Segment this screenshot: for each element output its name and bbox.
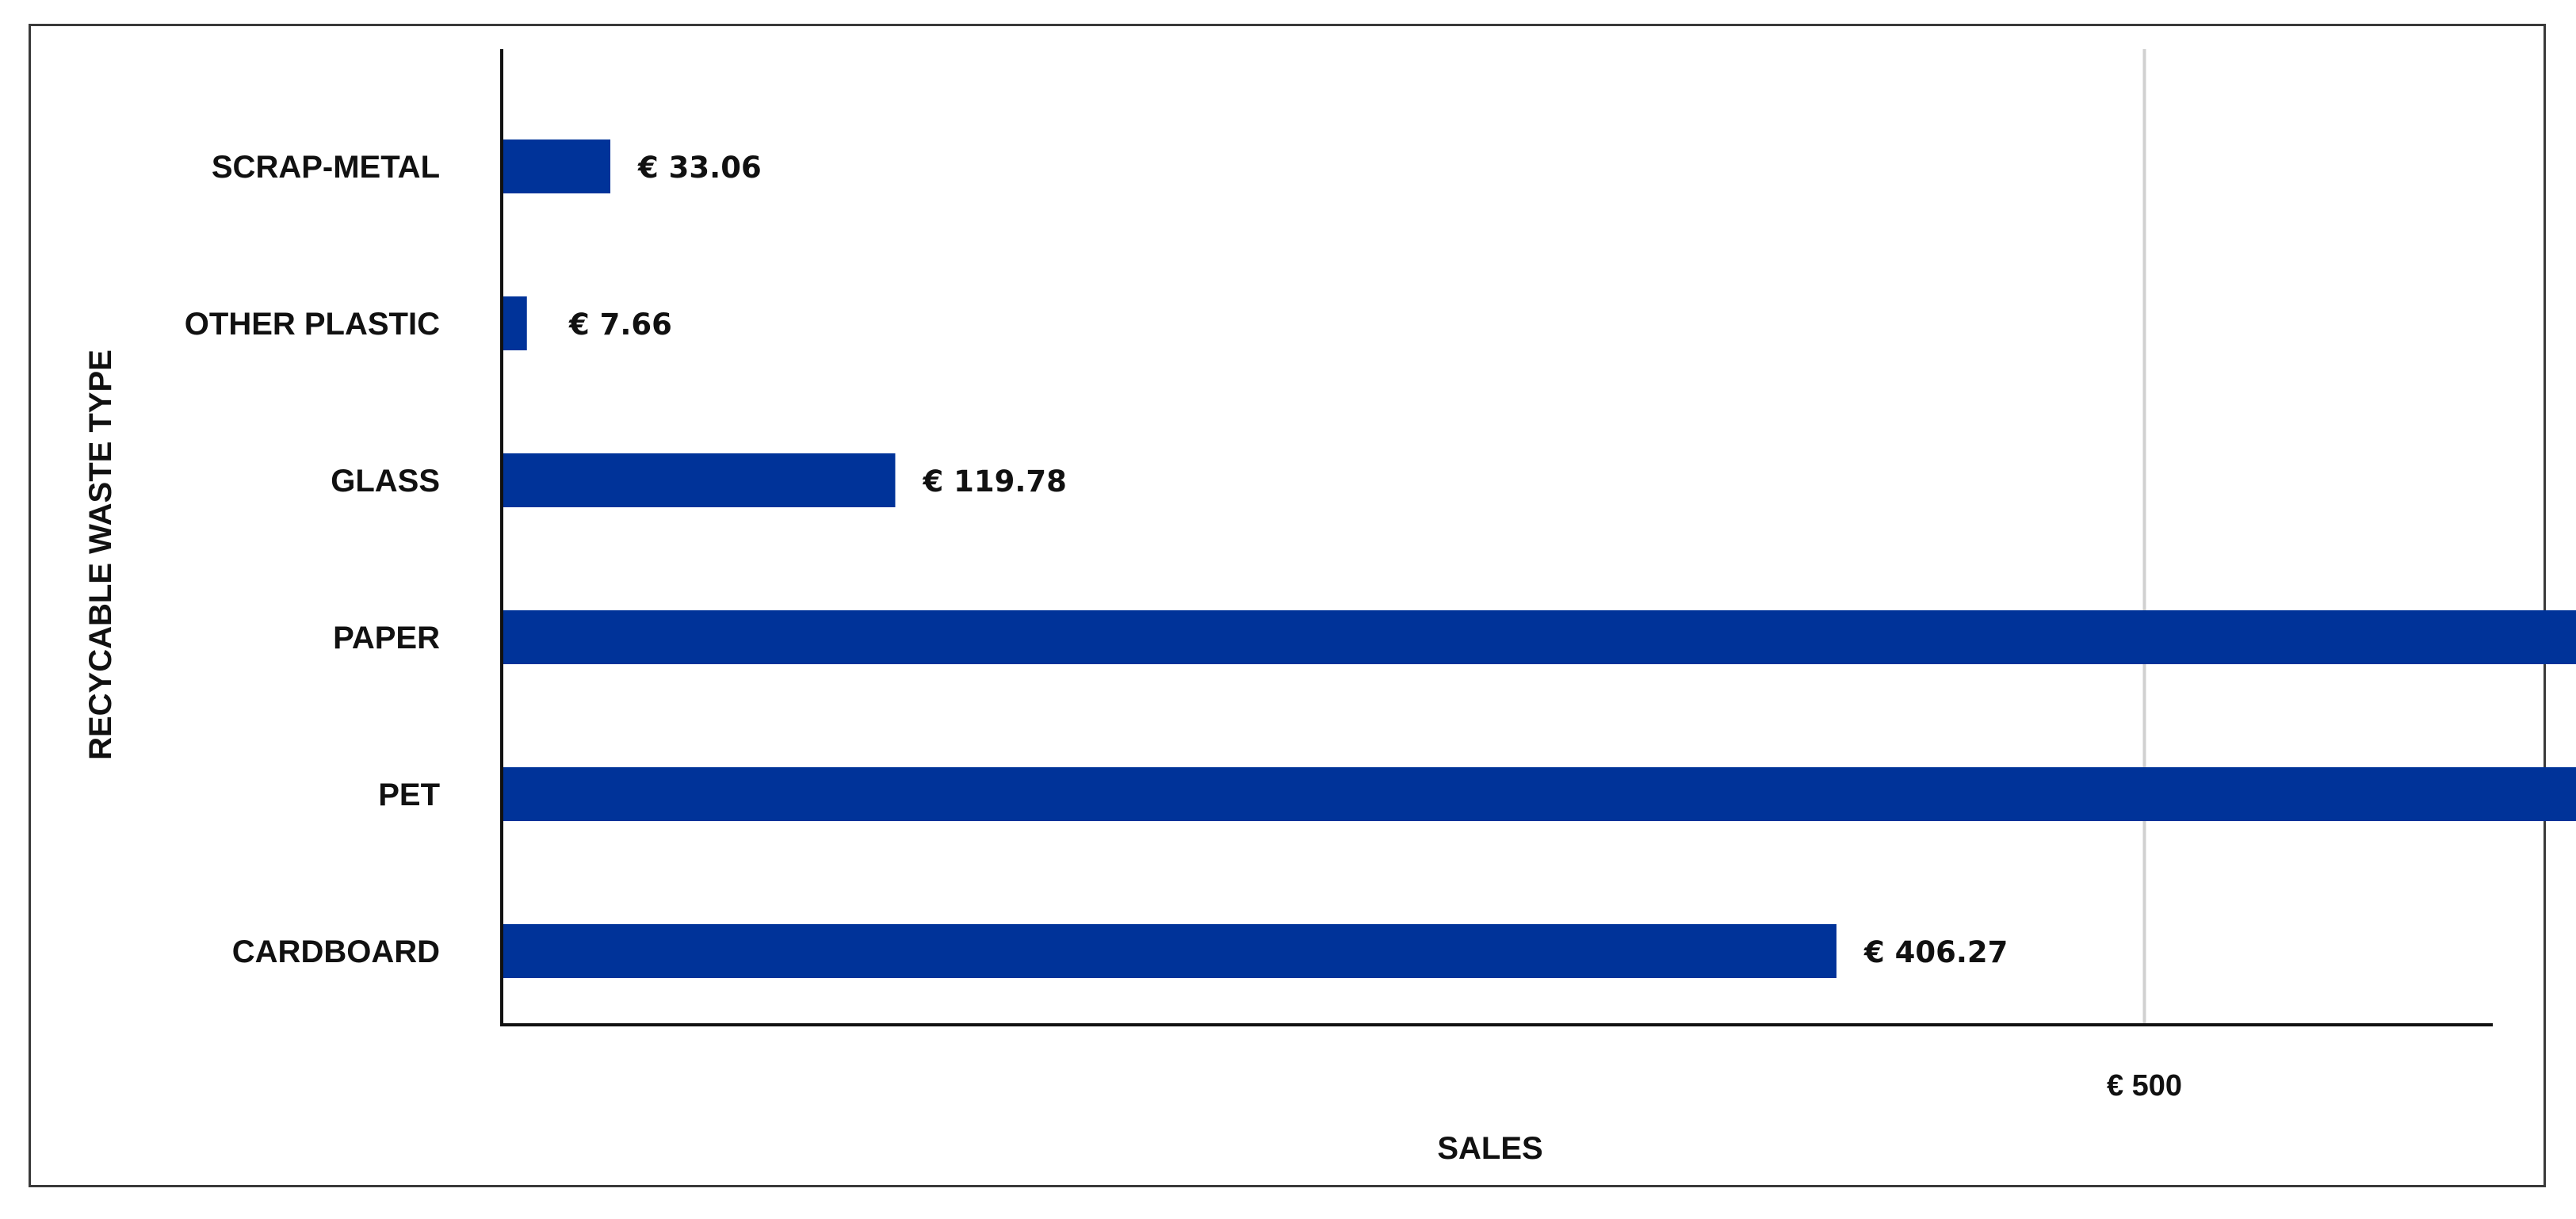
bar-other-plastic bbox=[502, 296, 527, 350]
bar-scrap-metal bbox=[502, 139, 611, 193]
x-tick-label: € 500 bbox=[2107, 1069, 2182, 1102]
data-label: € 406.27 bbox=[1863, 935, 2008, 969]
category-label: OTHER PLASTIC bbox=[185, 307, 440, 342]
y-axis-title: RECYCABLE WASTE TYPE bbox=[83, 350, 118, 760]
category-label: PET bbox=[378, 778, 440, 812]
x-axis-title: SALES bbox=[1437, 1131, 1542, 1166]
category-label: PAPER bbox=[333, 621, 440, 655]
bar-paper bbox=[502, 610, 2576, 664]
x-tick-labels: € 500€ 1500€ 2500 bbox=[2107, 1069, 2182, 1102]
gridlines bbox=[2142, 49, 2146, 1025]
data-label: € 119.78 bbox=[922, 464, 1066, 499]
category-labels: SCRAP-METAL OTHER PLASTIC GLASS PAPER PET CAR… bbox=[185, 150, 440, 969]
data-label: € 7.66 bbox=[568, 308, 672, 342]
bars bbox=[502, 139, 2576, 978]
category-label: CARDBOARD bbox=[232, 934, 440, 969]
bar-cardboard bbox=[502, 924, 1836, 978]
chart-frame bbox=[29, 24, 2546, 1187]
data-label: € 33.06 bbox=[637, 151, 762, 185]
bar-glass bbox=[502, 453, 896, 507]
data-labels: € 33.06€ 7.66€ 119.78€ 1037.73€ 2689.25€… bbox=[568, 151, 2008, 969]
category-label: SCRAP-METAL bbox=[212, 150, 440, 185]
category-label: GLASS bbox=[331, 464, 440, 499]
bar-pet bbox=[502, 767, 2576, 821]
